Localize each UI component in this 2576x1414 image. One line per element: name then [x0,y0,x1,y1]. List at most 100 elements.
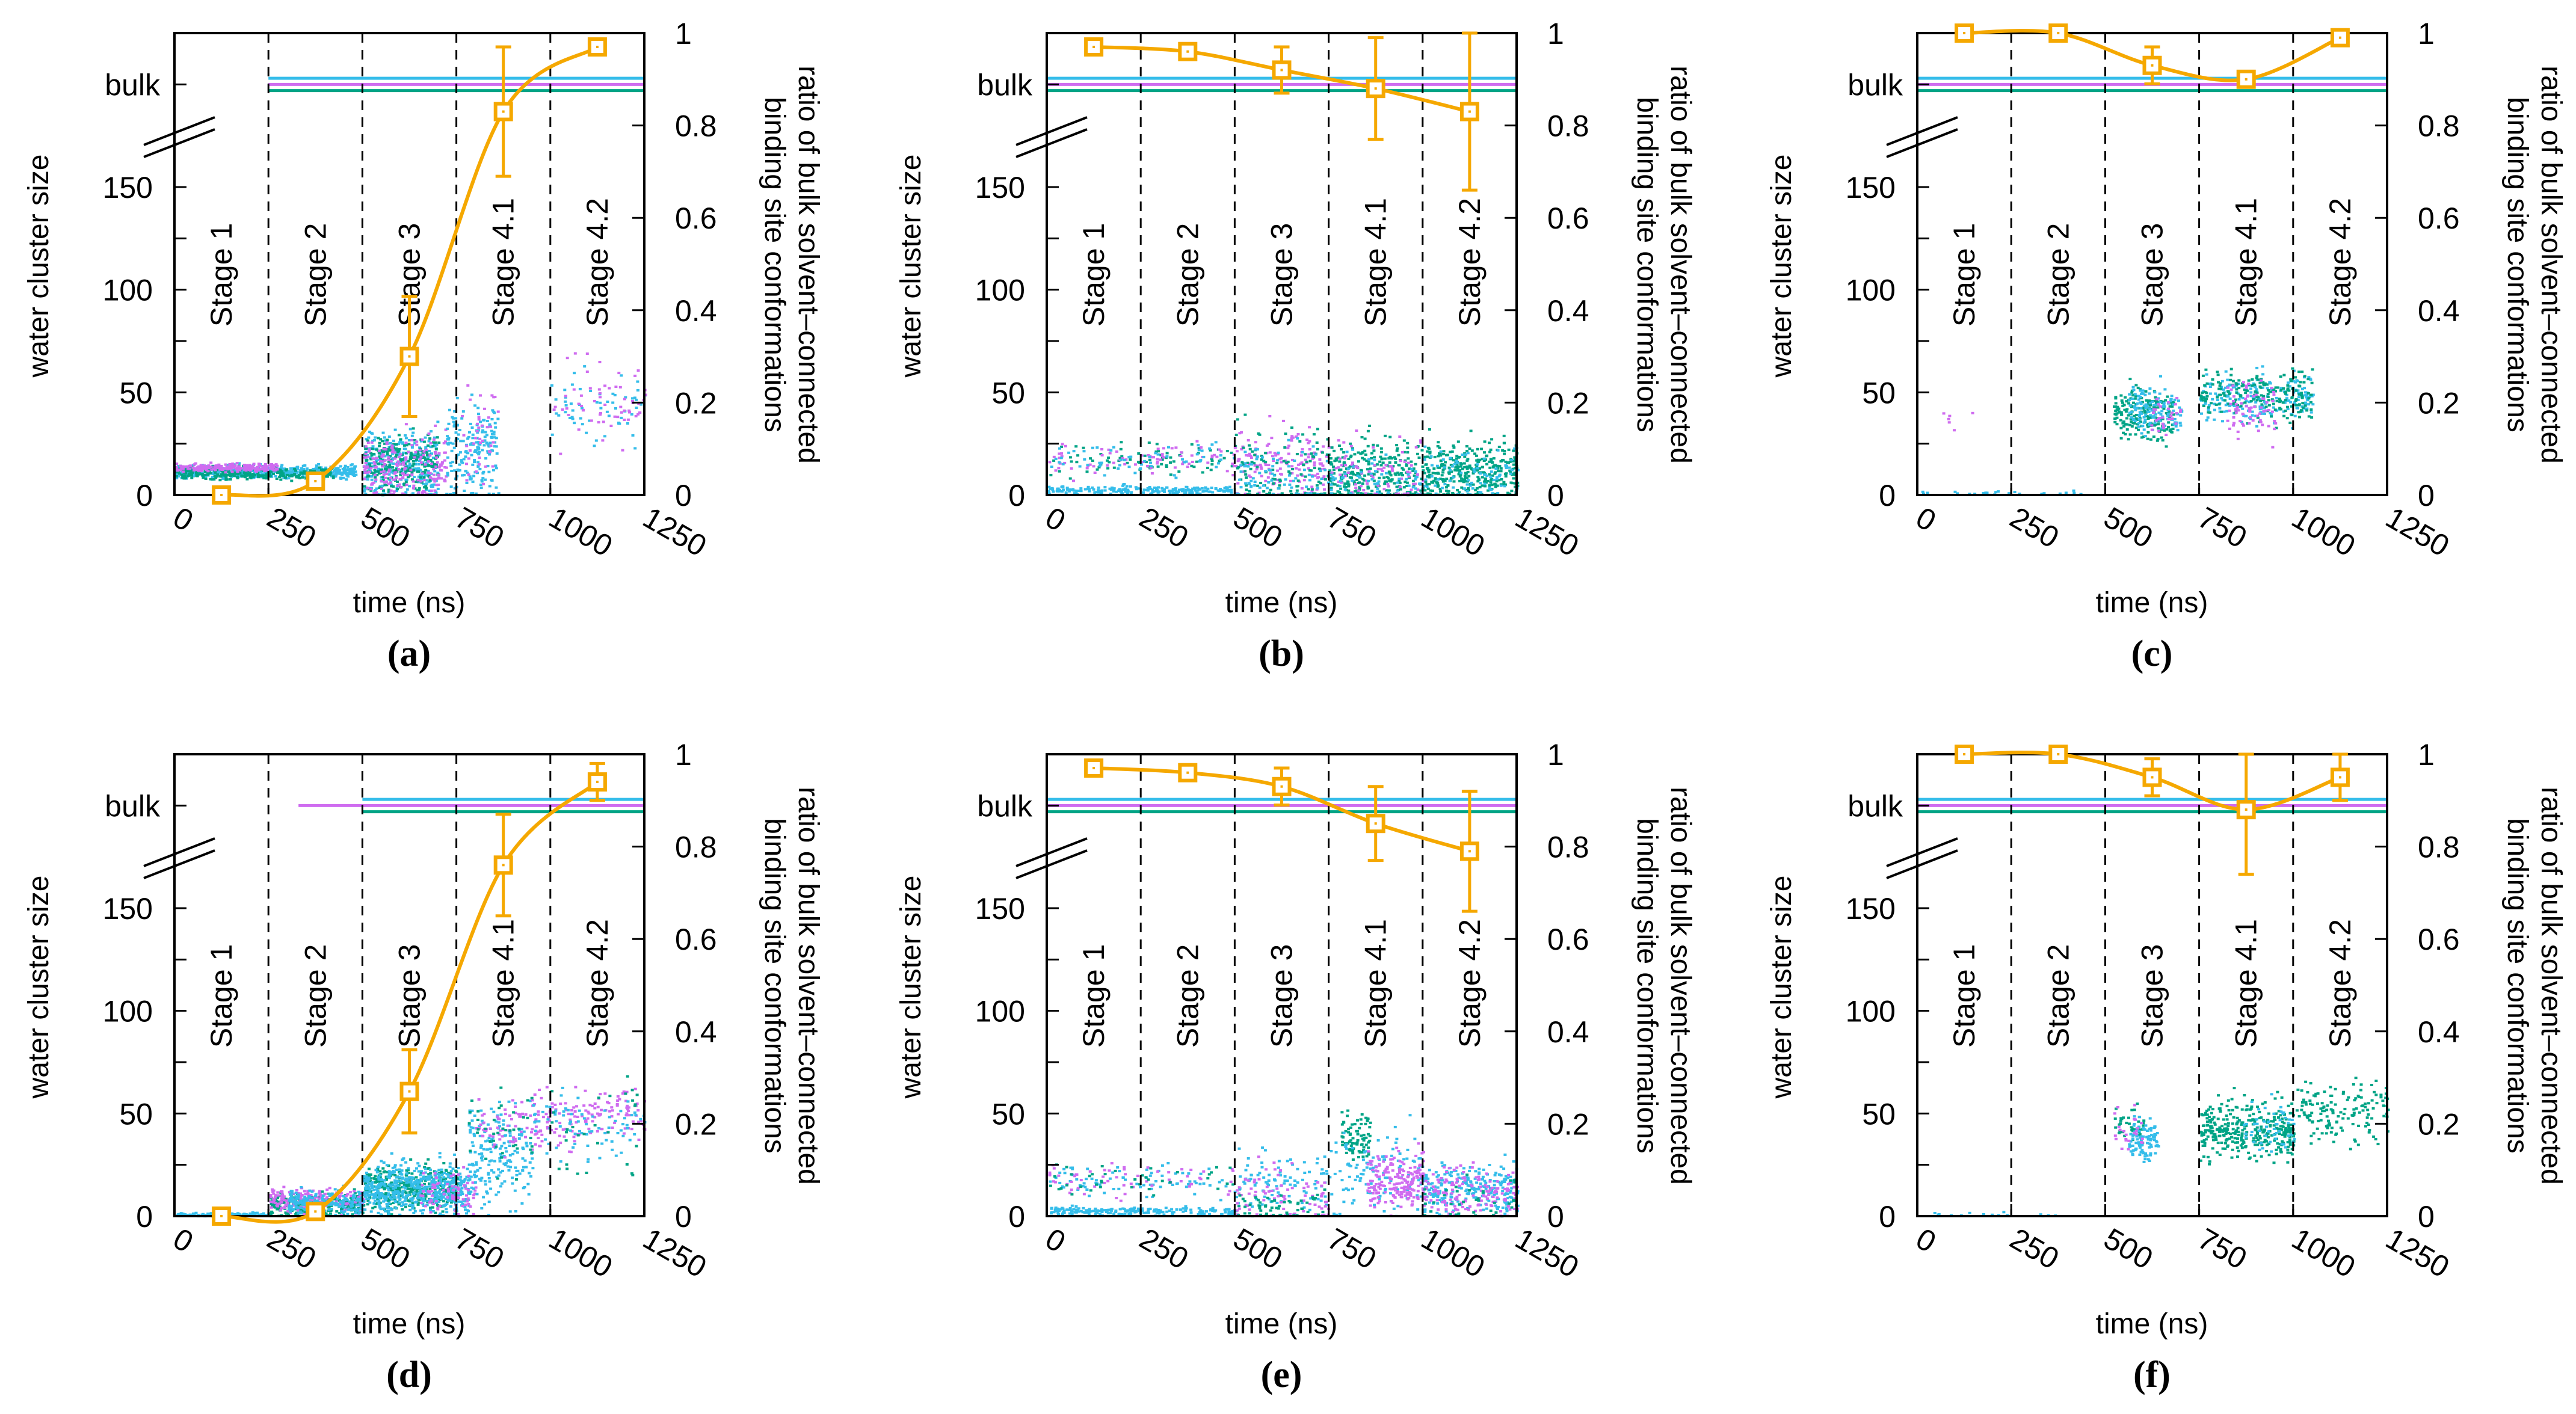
scatter-point-green [2220,410,2223,413]
scatter-point-green [232,475,236,477]
scatter-point-cyan [1126,490,1130,493]
scatter-point-green [428,479,432,482]
scatter-point-cyan [1109,449,1113,452]
scatter-point-green [2306,392,2310,395]
scatter-point-magenta [1406,492,1410,495]
scatter-point-magenta [1307,441,1310,444]
scatter-point-cyan [1482,457,1486,460]
scatter-point-green [2251,378,2254,381]
x-tick-label: 1000 [1416,500,1490,563]
scatter-point-cyan [476,407,480,410]
scatter-point-magenta [393,457,397,460]
scatter-point-green [1455,457,1458,460]
scatter-point-cyan [1237,478,1241,481]
scatter-point-cyan [2137,395,2140,398]
scatter-point-cyan [2287,381,2290,384]
scatter-point-magenta [2226,419,2229,422]
scatter-point-green [1249,467,1253,470]
scatter-point-magenta [1365,479,1369,482]
scatter-point-cyan [354,470,357,473]
scatter-point-green [2136,386,2140,389]
scatter-point-magenta [197,467,201,470]
scatter-point-magenta [362,456,366,459]
scatter-point-green [2154,396,2157,399]
scatter-point-magenta [1407,475,1411,478]
scatter-point-green [2122,420,2125,423]
scatter-point-green [1432,467,1436,470]
scatter-point-magenta [1373,464,1376,467]
scatter-point-green [2241,382,2245,385]
scatter-point-green [380,449,384,452]
scatter-point-cyan [404,491,408,494]
scatter-point-green [1164,456,1168,460]
scatter-point-magenta [1140,454,1144,457]
scatter-point-cyan [1150,465,1153,468]
scatter-point-magenta [1238,432,1242,435]
scatter-point-green [1361,482,1364,485]
scatter-point-green [1291,468,1295,470]
scatter-point-green [233,472,236,474]
scatter-point-green [1476,460,1480,463]
scatter-point-green [1428,450,1432,453]
scatter-point-green [2121,401,2124,404]
scatter-point-green [2291,367,2294,370]
scatter-point-green [180,473,183,476]
scatter-point-cyan [1508,466,1511,469]
right-tick-label: 0.2 [2418,386,2460,420]
scatter-point-green [2162,401,2166,403]
scatter-point-magenta [2232,424,2236,427]
scatter-point-magenta [2152,411,2155,414]
scatter-point-cyan [563,389,567,392]
scatter-point-green [2146,437,2149,440]
scatter-point-cyan [1498,473,1502,476]
scatter-point-cyan [1202,455,1206,458]
scatter-point-cyan [1374,470,1377,473]
scatter-point-magenta [1240,447,1243,450]
scatter-point-magenta [2232,416,2236,419]
scatter-point-magenta [1298,463,1302,466]
axis-break-mark [1015,128,1088,158]
scatter-point-magenta [1267,464,1271,467]
scatter-point-cyan [1082,450,1086,453]
scatter-point-cyan [1077,490,1081,493]
scatter-point-magenta [1108,452,1112,455]
scatter-point-green [1137,461,1140,463]
scatter-point-magenta [374,466,378,469]
scatter-point-magenta [1186,466,1189,469]
scatter-point-magenta [211,468,215,471]
scatter-point-cyan [482,419,486,422]
scatter-point-magenta [2254,393,2258,396]
scatter-point-cyan [1509,472,1512,475]
scatter-point-green [278,476,282,478]
scatter-point-cyan [2131,398,2134,401]
scatter-point-green [1466,470,1470,473]
scatter-point-green [425,487,428,490]
scatter-point-green [1402,439,1406,442]
scatter-point-magenta [427,432,431,435]
scatter-point-green [1487,489,1490,492]
scatter-point-magenta [636,413,640,416]
scatter-point-green [1370,452,1373,455]
scatter-point-magenta [1280,461,1283,464]
scatter-point-magenta [249,466,253,468]
scatter-point-green [2258,381,2262,384]
scatter-point-green [2311,368,2314,371]
scatter-point-cyan [2214,392,2217,395]
scatter-point-green [1206,467,1209,469]
scatter-point-cyan [1058,490,1061,493]
scatter-point-cyan [1495,478,1499,481]
scatter-point-green [2118,410,2121,413]
scatter-point-cyan [2013,491,2017,493]
scatter-point-cyan [1239,464,1243,467]
scatter-point-cyan [2140,412,2143,415]
scatter-point-green [2286,384,2290,387]
scatter-point-magenta [487,416,490,419]
scatter-point-magenta [1343,457,1347,460]
scatter-point-cyan [452,446,456,449]
scatter-point-magenta [245,464,248,467]
scatter-point-magenta [1290,439,1293,442]
scatter-point-green [1445,478,1449,481]
scatter-point-magenta [1340,464,1343,467]
scatter-point-magenta [2248,422,2251,425]
scatter-point-green [1422,469,1425,472]
